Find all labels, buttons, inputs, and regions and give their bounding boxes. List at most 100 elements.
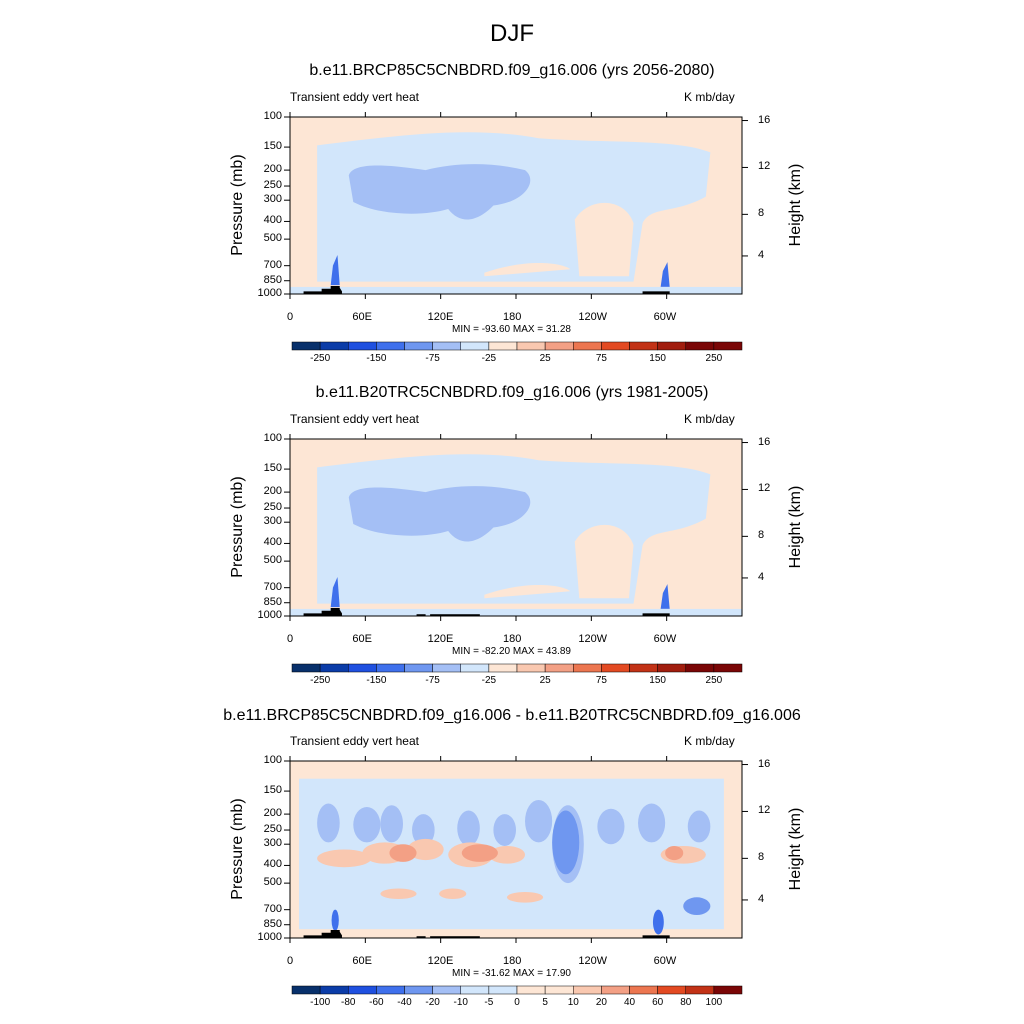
topography-pacific bbox=[430, 614, 480, 616]
colorbar-label: -250 bbox=[310, 675, 331, 686]
colorbar-cell bbox=[573, 985, 602, 995]
contour-plot bbox=[284, 434, 748, 621]
colorbar-label: 25 bbox=[539, 675, 551, 686]
y-tick-label: 1000 bbox=[257, 931, 282, 943]
colorbar-label: -25 bbox=[481, 353, 497, 364]
y-tick-label: 150 bbox=[263, 784, 282, 797]
y2-tick-label: 8 bbox=[758, 529, 765, 542]
colorbar-cell bbox=[291, 341, 321, 351]
colorbar-label: -150 bbox=[366, 353, 387, 364]
colorbar-cell bbox=[348, 985, 377, 995]
x-tick-label: 120W bbox=[578, 633, 608, 645]
y-tick-label: 1000 bbox=[257, 287, 282, 299]
colorbar-cell bbox=[601, 663, 630, 673]
colorbar-cell bbox=[516, 985, 546, 995]
colorbar-cell bbox=[376, 663, 405, 673]
colorbar-cell bbox=[376, 341, 405, 351]
colorbar-label: 150 bbox=[649, 675, 666, 686]
colorbar-label: -75 bbox=[425, 675, 440, 686]
y2-tick-label: 12 bbox=[758, 160, 771, 173]
field-region-blue bbox=[457, 810, 480, 846]
min-max-label: MIN = -82.20 MAX = 43.89 bbox=[452, 646, 571, 657]
colorbar-cell bbox=[291, 663, 321, 673]
field-region-red bbox=[461, 844, 498, 862]
y-tick-label: 400 bbox=[263, 214, 282, 227]
colorbar-cell bbox=[601, 985, 630, 995]
y-tick-label: 300 bbox=[263, 193, 282, 206]
y-tick-label: 100 bbox=[263, 754, 282, 766]
field-region-light-red bbox=[290, 196, 309, 277]
min-max-label: MIN = -31.62 MAX = 17.90 bbox=[452, 968, 571, 979]
panel-title: b.e11.BRCP85C5CNBDRD.f09_g16.006 (yrs 20… bbox=[309, 62, 715, 79]
y2-axis-title: Height (km) bbox=[787, 807, 804, 890]
y2-tick-label: 4 bbox=[758, 570, 765, 583]
y-tick-label: 100 bbox=[263, 432, 282, 444]
y-tick-label: 300 bbox=[263, 515, 282, 528]
units-label: K mb/day bbox=[684, 734, 735, 748]
x-tick-label: 120E bbox=[427, 311, 454, 323]
colorbar-label: 250 bbox=[705, 353, 723, 364]
y2-tick-label: 12 bbox=[758, 482, 771, 495]
y2-tick-label: 4 bbox=[758, 248, 765, 261]
x-tick-label: 180 bbox=[503, 955, 522, 967]
topography-africa bbox=[303, 930, 342, 938]
x-tick-label: 120W bbox=[578, 311, 608, 323]
colorbar-cell bbox=[319, 663, 349, 673]
colorbar-label: 100 bbox=[705, 997, 723, 1008]
colorbar-label: 10 bbox=[567, 997, 579, 1008]
y-tick-label: 850 bbox=[263, 595, 282, 608]
colorbar-label: -75 bbox=[425, 353, 440, 364]
x-tick-label: 120E bbox=[427, 955, 454, 967]
colorbar-label: 60 bbox=[652, 997, 664, 1008]
colorbar-cell bbox=[516, 341, 546, 351]
colorbar bbox=[291, 985, 743, 995]
colorbar-cell bbox=[319, 985, 349, 995]
colorbar-cell bbox=[629, 663, 658, 673]
field-region-surface bbox=[290, 286, 742, 294]
colorbar-cell bbox=[685, 663, 715, 673]
x-tick-label: 60W bbox=[653, 633, 677, 645]
y-tick-label: 500 bbox=[263, 232, 282, 245]
topography-americas bbox=[642, 291, 670, 294]
field-region-blue bbox=[493, 814, 516, 846]
y-tick-label: 700 bbox=[263, 258, 282, 271]
topography-africa bbox=[303, 608, 342, 616]
field-region-red bbox=[665, 845, 684, 861]
colorbar-label: -80 bbox=[341, 997, 356, 1008]
colorbar-cell bbox=[488, 985, 518, 995]
x-tick-label: 60E bbox=[352, 311, 372, 323]
colorbar-label: -60 bbox=[369, 997, 384, 1008]
colorbar-label: 250 bbox=[705, 675, 723, 686]
y-tick-label: 400 bbox=[263, 858, 282, 871]
colorbar bbox=[291, 341, 743, 351]
y-axis-title: Pressure (mb) bbox=[229, 475, 246, 578]
colorbar-label: -5 bbox=[484, 997, 494, 1008]
field-region-dark-blue bbox=[652, 909, 664, 935]
field-region-light-red bbox=[484, 585, 571, 599]
x-tick-label: 60E bbox=[352, 633, 372, 645]
field-region-light-red bbox=[317, 849, 372, 868]
field-region-light-red bbox=[290, 518, 309, 599]
contour-plot bbox=[284, 756, 748, 943]
field-region-dark-blue bbox=[330, 577, 340, 608]
colorbar-cell bbox=[432, 985, 461, 995]
colorbar-cell bbox=[488, 341, 518, 351]
page-title: DJF bbox=[490, 20, 534, 47]
colorbar-cell bbox=[376, 985, 405, 995]
colorbar-label: 40 bbox=[623, 997, 636, 1008]
variable-label: Transient eddy vert heat bbox=[290, 90, 419, 104]
field-region-light-red bbox=[407, 838, 444, 861]
colorbar-cell bbox=[460, 663, 490, 673]
colorbar-label: 75 bbox=[595, 675, 607, 686]
colorbar-cell bbox=[685, 985, 715, 995]
colorbar-cell bbox=[713, 341, 743, 351]
y2-tick-label: 4 bbox=[758, 892, 765, 905]
colorbar-cell bbox=[404, 985, 433, 995]
y-tick-label: 200 bbox=[263, 807, 282, 820]
y-tick-label: 850 bbox=[263, 917, 282, 930]
field-region-light-red bbox=[506, 891, 544, 903]
colorbar-label: 0 bbox=[514, 997, 520, 1008]
x-tick-label: 60E bbox=[352, 955, 372, 967]
y2-tick-label: 16 bbox=[758, 113, 771, 126]
field-region-blue bbox=[525, 799, 553, 843]
